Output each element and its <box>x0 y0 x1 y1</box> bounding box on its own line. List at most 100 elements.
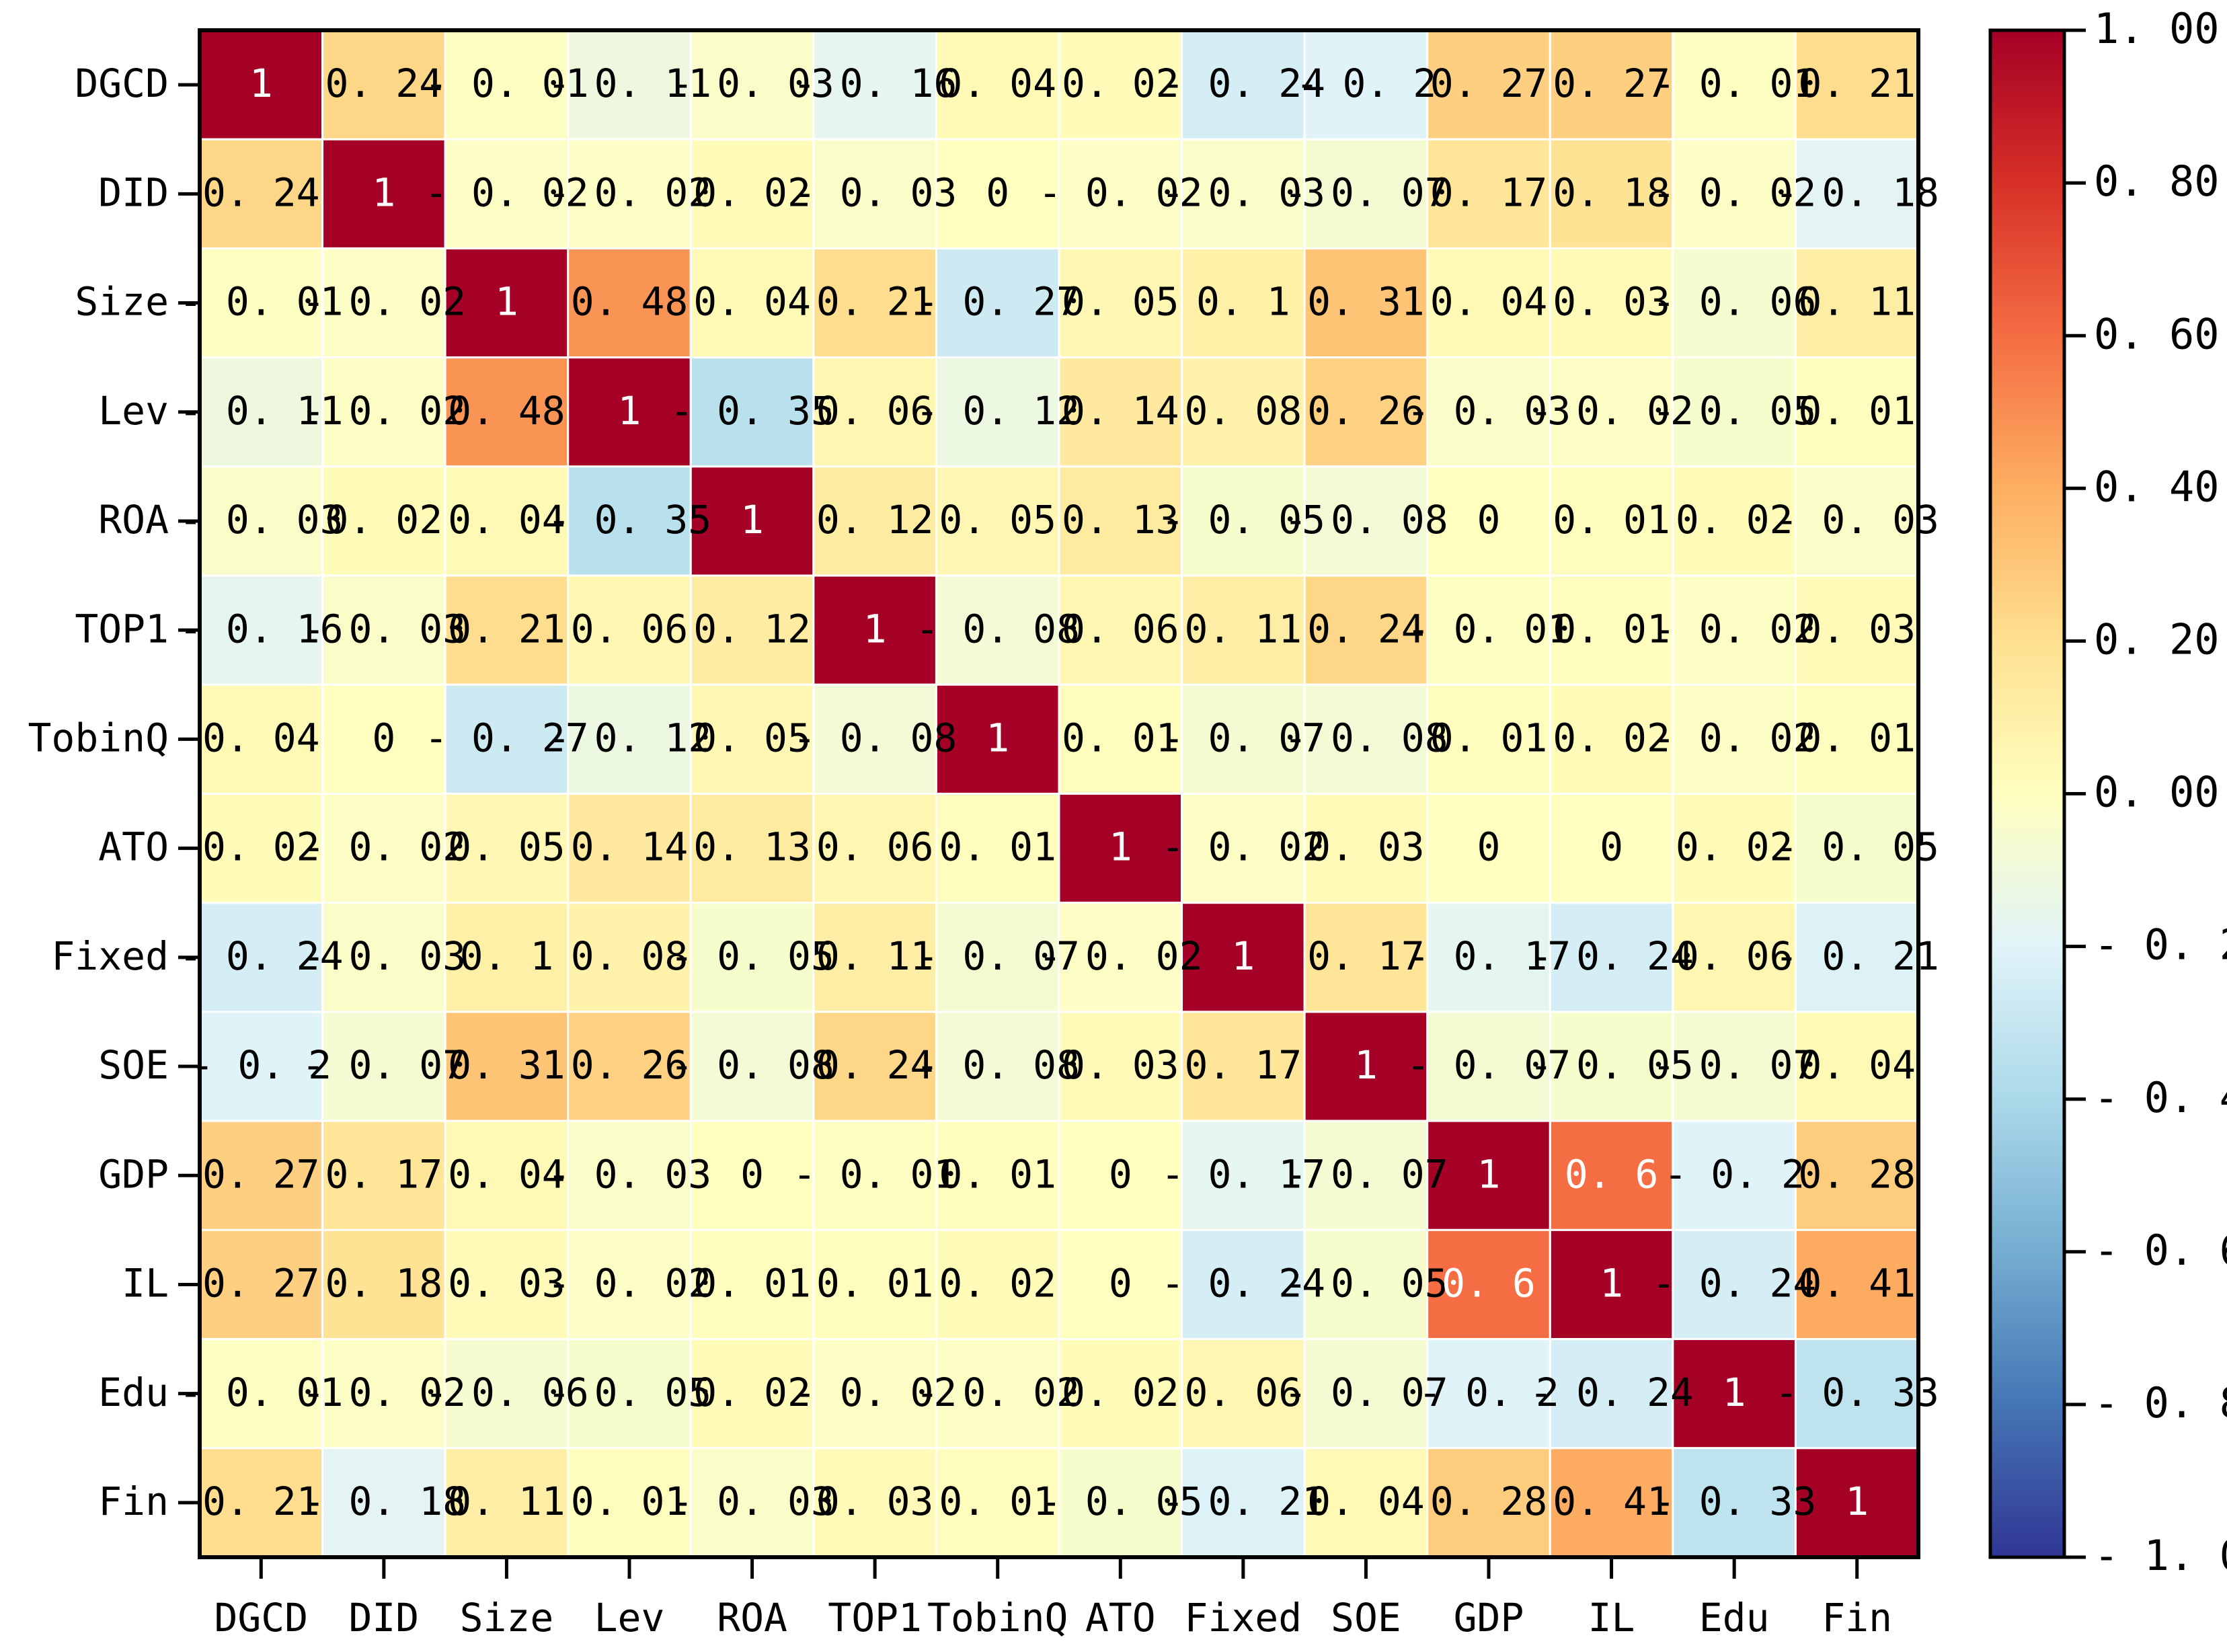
cell-value-label: 0. 04 <box>448 497 565 543</box>
heatmap-cell <box>1549 1011 1674 1122</box>
heatmap-cell <box>812 1011 937 1122</box>
y-tick-label: SOE <box>98 1042 169 1088</box>
heatmap-cell <box>689 1119 815 1231</box>
heatmap-cell <box>1549 1228 1674 1341</box>
cell-value-label: 0. 04 <box>1798 1042 1916 1088</box>
heatmap-cell <box>1794 1447 1920 1559</box>
heatmap-cell <box>198 793 324 904</box>
cell-value-label: 0. 02 <box>1062 1370 1179 1415</box>
heatmap-cell <box>812 1228 937 1341</box>
cell-value-label: - 0. 07 <box>1284 1151 1448 1197</box>
cell-value-label: - 0. 02 <box>302 1370 466 1415</box>
heatmap-cell <box>444 1119 570 1231</box>
cell-value-label: - 0. 02 <box>915 1370 1079 1415</box>
heatmap-cell <box>1672 683 1797 795</box>
heatmap-cell <box>1426 574 1551 686</box>
heatmap-cell <box>444 902 570 1013</box>
colorbar-gradient <box>1990 30 2064 1557</box>
heatmap-cell <box>1549 356 1674 468</box>
cell-value-label: 0. 31 <box>448 1042 565 1088</box>
cell-value-label: - 0. 07 <box>1407 1042 1571 1088</box>
cell-value-label: - 0. 05 <box>670 933 834 979</box>
cell-value-label: 0. 21 <box>202 1479 320 1524</box>
heatmap-cell <box>321 574 446 686</box>
cell-value-label: - 0. 24 <box>1161 61 1325 106</box>
heatmap-cell <box>935 356 1060 468</box>
cell-value-label: 0. 04 <box>1307 1479 1425 1524</box>
cell-value-label: 0. 02 <box>1676 824 1793 870</box>
x-tick-label: IL <box>1588 1595 1635 1641</box>
colorbar-tick-label: 0. 20 <box>2094 615 2220 664</box>
heatmap-cell <box>689 1338 815 1450</box>
cell-value-label: - 0. 01 <box>1407 606 1571 652</box>
heatmap-cell <box>321 1119 446 1231</box>
cell-value-label: - 0. 08 <box>1284 715 1448 761</box>
heatmap-cell <box>689 683 815 795</box>
y-tick-label: IL <box>122 1261 169 1306</box>
cell-value-label: - 0. 01 <box>179 1370 343 1415</box>
cell-value-label: 0. 27 <box>1553 61 1670 106</box>
heatmap-cell <box>198 29 324 141</box>
cell-value-label: - 0. 08 <box>1284 497 1448 543</box>
y-tick-label: Fin <box>98 1479 169 1524</box>
heatmap-cell <box>444 465 570 577</box>
cell-value-label: 0. 05 <box>693 715 811 761</box>
x-tick-label: GDP <box>1454 1595 1524 1641</box>
heatmap-cell <box>321 138 446 249</box>
cell-value-label: 0. 6 <box>1442 1261 1536 1306</box>
cell-value-label: - 0. 02 <box>1161 824 1325 870</box>
cell-value-label: 0. 01 <box>1798 388 1916 434</box>
cell-value-label: 0. 04 <box>448 1151 565 1197</box>
heatmap-cell <box>1549 574 1674 686</box>
y-tick-label: Edu <box>98 1370 169 1415</box>
heatmap-cell <box>1058 29 1183 141</box>
heatmap-cell <box>1181 1011 1306 1122</box>
cell-value-label: 0. 14 <box>571 824 689 870</box>
cell-value-label: 0. 01 <box>1430 715 1548 761</box>
cell-value-label: - 0. 18 <box>302 1479 466 1524</box>
cell-value-label: 0. 01 <box>939 824 1056 870</box>
heatmap-cell <box>1181 247 1306 359</box>
cell-value-label: - 0. 05 <box>1038 1479 1202 1524</box>
cell-value-label: 0. 06 <box>1185 1370 1302 1415</box>
cell-value-label: - 0. 12 <box>915 388 1079 434</box>
cell-value-label: - 0. 24 <box>1529 1370 1693 1415</box>
heatmap-cell <box>689 793 815 904</box>
cell-value-label: - 0. 02 <box>1038 169 1202 215</box>
y-tick-label: Lev <box>98 388 169 434</box>
cell-value-label: - 0. 03 <box>670 1479 834 1524</box>
heatmap-cell <box>1181 902 1306 1013</box>
heatmap-cell <box>689 356 815 468</box>
cell-value-label: 0. 13 <box>1062 497 1179 543</box>
heatmap-cell <box>198 247 324 359</box>
cell-value-label: - 0. 24 <box>1652 1261 1816 1306</box>
heatmap-cell <box>198 1447 324 1559</box>
heatmap-cell <box>689 465 815 577</box>
cell-value-label: - 0. 03 <box>179 497 343 543</box>
heatmap-cell <box>1426 902 1551 1013</box>
cell-value-label: 0. 08 <box>571 933 689 979</box>
cell-value-label: - 0. 02 <box>302 279 466 325</box>
cell-value-label: - 0. 17 <box>1407 933 1571 979</box>
heatmap-cell <box>1794 1119 1920 1231</box>
cell-value-label: 1 <box>740 497 764 543</box>
cell-value-label: 0 <box>1109 1151 1132 1197</box>
cell-value-label: 0. 02 <box>325 497 443 543</box>
cell-value-label: - 0. 2 <box>191 1042 332 1088</box>
heatmap-cell <box>567 793 692 904</box>
cell-value-label: 0. 41 <box>1798 1261 1916 1306</box>
heatmap-cell <box>1303 465 1429 577</box>
heatmap-cell <box>1426 683 1551 795</box>
cell-value-label: - 0. 11 <box>179 388 343 434</box>
cell-value-label: 1 <box>863 606 887 652</box>
heatmap-cell <box>1058 1338 1183 1450</box>
cell-value-label: - 0. 16 <box>793 61 957 106</box>
heatmap-cell <box>1549 1119 1674 1231</box>
cell-value-label: 0. 48 <box>448 388 565 434</box>
cell-value-label: 0. 03 <box>448 1261 565 1306</box>
heatmap-cell <box>812 29 937 141</box>
heatmap-cell <box>1426 1338 1551 1450</box>
colorbar-tick-label: - 1. 00 <box>2094 1531 2227 1580</box>
cell-value-label: - 0. 18 <box>1774 169 1939 215</box>
cell-value-label: - 0. 02 <box>793 1370 957 1415</box>
